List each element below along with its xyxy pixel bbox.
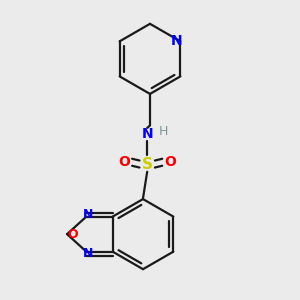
Text: N: N <box>141 127 153 141</box>
Text: N: N <box>83 247 93 260</box>
Text: S: S <box>142 157 153 172</box>
Text: O: O <box>118 155 130 169</box>
Text: N: N <box>83 208 93 221</box>
Text: O: O <box>67 228 78 241</box>
Text: N: N <box>170 34 182 48</box>
Text: O: O <box>164 155 176 169</box>
Text: H: H <box>158 125 168 138</box>
